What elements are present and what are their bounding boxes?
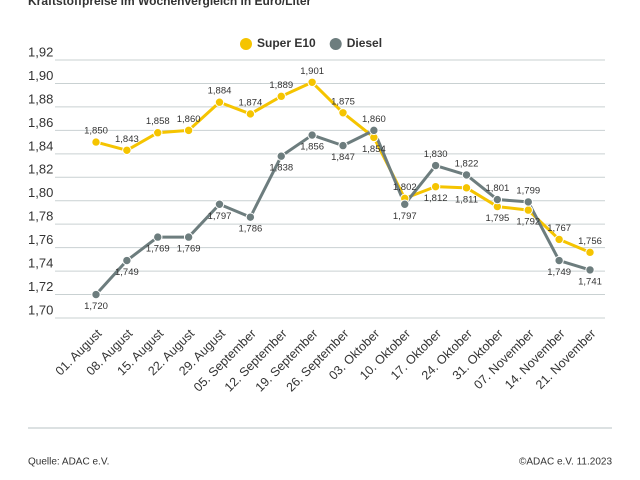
value-label: 1,811 <box>455 194 478 205</box>
data-point <box>523 197 533 207</box>
value-label: 1,838 <box>269 163 293 174</box>
value-label: 1,797 <box>393 211 417 222</box>
data-point <box>430 160 441 171</box>
data-point <box>183 232 194 242</box>
data-point <box>585 247 595 258</box>
value-label: 1,843 <box>115 134 139 145</box>
value-label: 1,812 <box>424 193 448 204</box>
y-tick-label: 1,80 <box>28 185 53 200</box>
value-label: 1,875 <box>331 96 355 107</box>
data-point <box>276 151 286 161</box>
value-label: 1,786 <box>238 224 262 235</box>
y-tick-label: 1,72 <box>28 279 53 294</box>
data-point <box>91 289 101 300</box>
data-point <box>276 91 286 102</box>
value-label: 1,856 <box>300 142 324 153</box>
value-label: 1,801 <box>485 183 509 194</box>
y-tick-label: 1,86 <box>28 115 53 130</box>
value-label: 1,822 <box>455 158 479 169</box>
data-point <box>122 255 132 266</box>
data-point <box>554 234 564 245</box>
value-label: 1,795 <box>485 213 509 224</box>
value-label: 1,756 <box>578 236 602 247</box>
value-label: 1,858 <box>146 116 170 127</box>
value-label: 1,860 <box>177 114 201 125</box>
legend-swatch <box>329 38 342 50</box>
data-point <box>585 265 595 275</box>
chart-title: Kraftstoffpreise im Wochenvergleich in E… <box>28 0 311 8</box>
data-point <box>153 128 163 138</box>
value-label: 1,860 <box>362 114 386 125</box>
data-point <box>91 137 101 147</box>
value-label: 1,799 <box>516 185 540 196</box>
data-point <box>554 255 564 266</box>
value-label: 1,830 <box>424 149 448 160</box>
source: Quelle: ADAC e.V. <box>28 457 109 468</box>
value-label: 1,874 <box>238 97 262 108</box>
data-point <box>153 232 163 242</box>
value-label: 1,802 <box>393 182 417 193</box>
value-label: 1,850 <box>84 126 108 137</box>
y-tick-label: 1,84 <box>28 138 53 153</box>
data-point <box>369 125 379 136</box>
value-label: 1,741 <box>578 276 602 287</box>
value-label: 1,854 <box>362 144 386 155</box>
data-point <box>307 77 317 87</box>
value-label: 1,749 <box>115 267 139 278</box>
value-label: 1,797 <box>208 211 232 222</box>
value-label: 1,720 <box>84 301 108 312</box>
data-point <box>245 212 256 222</box>
y-tick-label: 1,70 <box>28 302 53 317</box>
y-tick-label: 1,82 <box>28 162 53 177</box>
y-tick-label: 1,90 <box>28 68 53 83</box>
value-label: 1,749 <box>547 267 571 278</box>
y-tick-label: 1,74 <box>28 256 53 271</box>
data-point <box>214 199 225 209</box>
data-point <box>245 109 256 119</box>
y-tick-label: 1,88 <box>28 91 53 106</box>
data-point <box>183 125 194 136</box>
data-point <box>400 199 410 209</box>
data-point <box>461 183 472 193</box>
value-label: 1,884 <box>208 86 232 97</box>
copyright: ©ADAC e.V. 11.2023 <box>519 457 612 468</box>
data-point <box>338 140 348 151</box>
data-point <box>492 194 503 205</box>
value-label: 1,767 <box>547 223 571 234</box>
y-tick-label: 1,76 <box>28 232 53 247</box>
value-label: 1,769 <box>146 244 170 255</box>
data-point <box>307 130 317 140</box>
data-point <box>430 181 441 192</box>
data-point <box>461 170 472 180</box>
legend-swatch <box>240 38 252 50</box>
data-point <box>214 97 225 107</box>
data-point <box>122 145 132 156</box>
legend-label: Super E10 <box>257 36 316 50</box>
value-label: 1,847 <box>331 152 355 163</box>
data-point <box>338 108 348 118</box>
y-tick-label: 1,92 <box>28 44 53 59</box>
value-label: 1,901 <box>300 66 324 77</box>
y-tick-label: 1,78 <box>28 209 53 224</box>
value-label: 1,769 <box>177 244 201 255</box>
value-label: 1,889 <box>269 80 293 91</box>
value-label: 1,792 <box>516 217 540 228</box>
legend-label: Diesel <box>347 36 382 50</box>
data-point <box>523 205 533 215</box>
